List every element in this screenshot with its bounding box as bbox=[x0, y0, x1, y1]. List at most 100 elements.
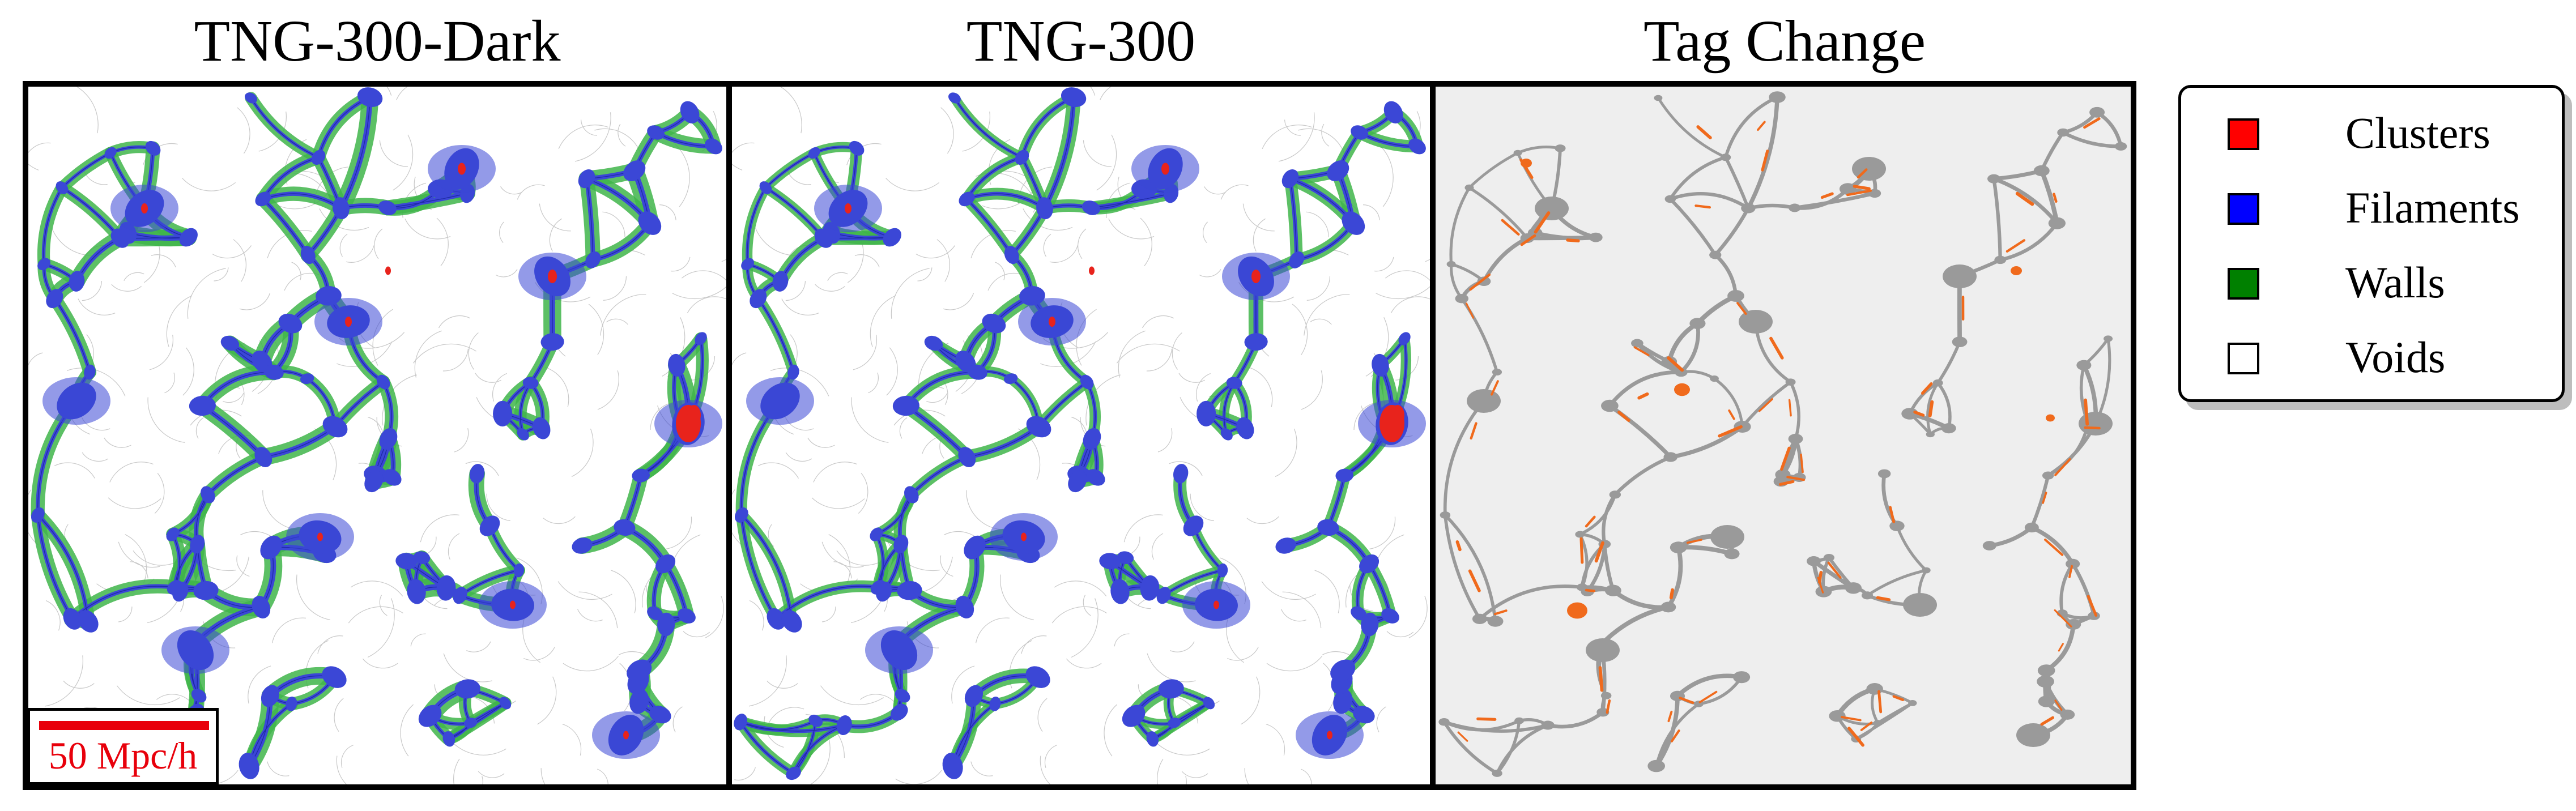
structure-filament bbox=[2059, 562, 2075, 615]
void-fine-line bbox=[858, 473, 868, 514]
changed-tag-segment bbox=[1853, 185, 1871, 190]
cluster bbox=[317, 532, 323, 541]
filament-node bbox=[252, 596, 271, 619]
void-fine-line bbox=[267, 761, 289, 776]
void-fine-line bbox=[45, 600, 61, 631]
filament-node bbox=[201, 486, 215, 503]
filament-node bbox=[513, 563, 525, 578]
legend-label-voids: Voids bbox=[2345, 332, 2446, 382]
void-fine-line bbox=[851, 397, 889, 443]
filament-node bbox=[454, 679, 480, 699]
void-fine-line bbox=[807, 437, 835, 448]
changed-tag-segment bbox=[1470, 422, 1478, 440]
legend-item-clusters: Clusters bbox=[2181, 99, 2562, 167]
changed-tag-segment bbox=[1779, 480, 1795, 486]
filament-core bbox=[263, 193, 342, 209]
structure-filament bbox=[1611, 588, 1671, 610]
filament-node bbox=[145, 140, 161, 156]
filament-node bbox=[1330, 659, 1356, 682]
changed-tag-segment bbox=[1491, 380, 1499, 396]
filament-node bbox=[436, 575, 456, 601]
filament-node bbox=[46, 289, 63, 309]
clusters-layer bbox=[141, 163, 701, 740]
void-fine-line bbox=[1278, 112, 1315, 162]
cluster bbox=[1214, 600, 1219, 609]
filament-node bbox=[814, 228, 833, 248]
filament-node bbox=[333, 197, 350, 220]
void-fine-line bbox=[1146, 348, 1173, 372]
void-fine-line bbox=[853, 335, 877, 370]
changed-tag-segment bbox=[1841, 716, 1862, 722]
structure-node bbox=[1941, 423, 1956, 434]
void-fine-line bbox=[976, 617, 1010, 643]
void-fine-line bbox=[544, 367, 569, 407]
void-fine-line bbox=[195, 417, 204, 439]
void-fine-line bbox=[104, 437, 131, 448]
structure-node bbox=[1609, 490, 1621, 499]
panel-tng300-map bbox=[729, 84, 1433, 787]
void-fine-line bbox=[453, 758, 460, 787]
structure-node bbox=[2016, 723, 2050, 747]
filament-node bbox=[705, 138, 722, 155]
changed-tag-segment bbox=[2054, 458, 2071, 476]
void-fine-line bbox=[757, 462, 799, 479]
structure-node bbox=[2060, 709, 2075, 720]
filament-node bbox=[533, 417, 551, 439]
filament-node bbox=[1281, 169, 1299, 189]
filament-node bbox=[1015, 150, 1029, 165]
void-fine-line bbox=[602, 211, 625, 237]
structure-filament bbox=[1668, 192, 1750, 210]
filament-node bbox=[300, 246, 316, 264]
changed-tag-segment bbox=[2068, 565, 2073, 578]
void-fine-line bbox=[1282, 591, 1322, 629]
void-fine-line bbox=[1280, 609, 1306, 622]
void-fine-line bbox=[54, 462, 96, 479]
void-fine-line bbox=[886, 347, 898, 396]
void-fine-line bbox=[82, 281, 103, 301]
changed-tag-segment bbox=[1694, 204, 1711, 209]
filament-node bbox=[1289, 251, 1305, 268]
changed-tag-segment bbox=[1637, 392, 1649, 400]
filament-node bbox=[759, 181, 772, 194]
structure-node bbox=[1788, 433, 1803, 444]
void-fine-line bbox=[666, 517, 692, 549]
filament-node bbox=[629, 689, 649, 714]
changed-tag-segment bbox=[1892, 695, 1905, 701]
void-fine-line bbox=[1362, 204, 1380, 220]
filament-node bbox=[614, 519, 636, 536]
void-fine-line bbox=[1169, 461, 1203, 476]
void-fine-line bbox=[1040, 755, 1054, 787]
void-fine-line bbox=[1266, 724, 1285, 756]
void-fine-line bbox=[1314, 570, 1340, 613]
wall-sheet bbox=[585, 215, 658, 268]
changed-tag-segment bbox=[1860, 722, 1873, 731]
structure-filament bbox=[1679, 321, 1700, 374]
void-fine-line bbox=[1244, 768, 1251, 787]
filament-node bbox=[379, 428, 398, 450]
structure-node bbox=[1600, 692, 1612, 699]
filament-node bbox=[376, 374, 390, 390]
void-fine-line bbox=[1408, 595, 1428, 638]
structure-filament bbox=[1442, 720, 1550, 733]
void-fine-line bbox=[899, 417, 908, 439]
filament-core bbox=[340, 97, 371, 209]
filament-halo bbox=[746, 377, 814, 425]
structure-filament bbox=[2061, 130, 2123, 148]
filament-node bbox=[1156, 587, 1171, 604]
legend-label-clusters: Clusters bbox=[2345, 108, 2490, 157]
structure-node bbox=[2024, 522, 2039, 533]
filament-node bbox=[1117, 551, 1134, 564]
filament-node bbox=[836, 715, 852, 736]
structure-filament bbox=[1746, 95, 1779, 211]
filament-node bbox=[311, 150, 326, 165]
structure-node bbox=[1689, 318, 1706, 330]
void-fine-line bbox=[1262, 125, 1312, 150]
structure-node bbox=[1520, 233, 1535, 244]
void-fine-line bbox=[1044, 744, 1058, 768]
changed-tag-segment bbox=[1594, 541, 1604, 563]
void-fine-line bbox=[537, 676, 557, 725]
changed-tag-segment bbox=[2054, 699, 2063, 711]
filament-node bbox=[964, 685, 983, 707]
filament-node bbox=[787, 364, 799, 380]
void-fine-line bbox=[868, 372, 879, 394]
